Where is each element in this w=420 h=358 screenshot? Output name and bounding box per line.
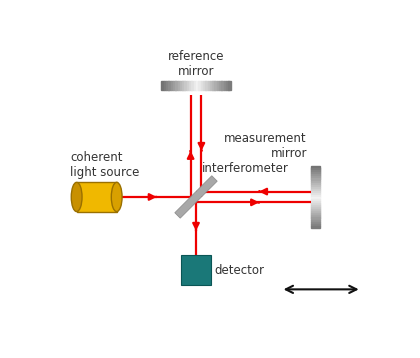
Bar xyxy=(198,81,201,90)
Bar xyxy=(311,185,320,187)
Bar xyxy=(311,176,320,179)
Bar xyxy=(311,180,320,183)
Bar xyxy=(311,216,320,218)
Bar xyxy=(224,81,226,90)
Bar xyxy=(311,207,320,210)
Bar xyxy=(171,81,173,90)
Bar xyxy=(311,226,320,228)
Bar xyxy=(203,81,206,90)
Bar xyxy=(311,170,320,173)
Bar xyxy=(311,179,320,181)
Bar xyxy=(311,172,320,175)
Text: coherent
light source: coherent light source xyxy=(71,151,140,179)
Text: interferometer: interferometer xyxy=(202,163,289,175)
Bar xyxy=(212,81,215,90)
Bar xyxy=(311,193,320,195)
Bar xyxy=(311,209,320,212)
Bar xyxy=(311,199,320,202)
Bar xyxy=(182,81,185,90)
Bar xyxy=(196,81,199,90)
Polygon shape xyxy=(175,176,217,218)
Bar xyxy=(226,81,229,90)
Text: reference
mirror: reference mirror xyxy=(168,50,224,78)
Bar xyxy=(311,187,320,189)
Bar xyxy=(311,183,320,185)
Bar xyxy=(311,174,320,177)
Bar xyxy=(173,81,176,90)
Bar xyxy=(311,197,320,199)
Bar xyxy=(311,218,320,220)
Bar xyxy=(207,81,210,90)
Bar xyxy=(187,81,189,90)
Bar xyxy=(311,166,320,169)
Bar xyxy=(77,182,117,212)
Bar xyxy=(168,81,171,90)
Bar xyxy=(311,168,320,171)
Bar xyxy=(217,81,220,90)
Bar xyxy=(184,81,187,90)
Bar xyxy=(219,81,222,90)
Ellipse shape xyxy=(71,182,82,212)
Bar xyxy=(210,81,213,90)
Bar xyxy=(166,81,169,90)
Bar xyxy=(194,81,197,90)
Bar xyxy=(215,81,217,90)
Bar xyxy=(221,81,224,90)
Bar xyxy=(311,195,320,197)
Bar xyxy=(175,81,178,90)
Bar xyxy=(311,191,320,193)
Bar xyxy=(311,201,320,203)
Bar xyxy=(161,81,164,90)
Bar xyxy=(311,189,320,191)
Bar xyxy=(181,256,211,285)
Bar xyxy=(201,81,203,90)
Bar xyxy=(311,222,320,224)
Ellipse shape xyxy=(111,182,122,212)
Bar xyxy=(311,211,320,214)
Text: detector: detector xyxy=(215,263,265,277)
Text: measurement
mirror: measurement mirror xyxy=(224,132,307,160)
Bar xyxy=(311,219,320,222)
Bar xyxy=(311,205,320,208)
Bar xyxy=(180,81,183,90)
Bar xyxy=(228,81,231,90)
Bar xyxy=(205,81,208,90)
Bar xyxy=(164,81,166,90)
Bar xyxy=(311,203,320,205)
Bar xyxy=(178,81,180,90)
Bar xyxy=(189,81,192,90)
Bar xyxy=(311,224,320,226)
Bar xyxy=(311,213,320,216)
Bar xyxy=(192,81,194,90)
